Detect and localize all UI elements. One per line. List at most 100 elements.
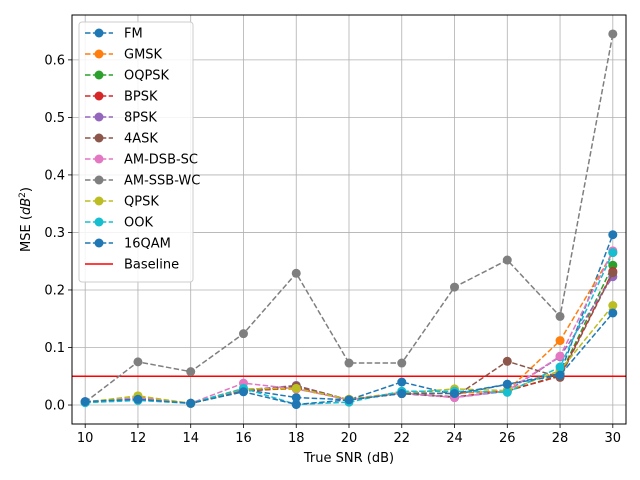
data-point: [80, 397, 90, 407]
legend-marker: [94, 70, 104, 80]
data-point: [397, 389, 407, 399]
legend-marker: [94, 28, 104, 38]
data-point: [608, 260, 618, 270]
data-point: [291, 399, 301, 409]
legend-label: Baseline: [124, 258, 179, 273]
x-tick-label: 26: [499, 431, 516, 446]
data-point: [238, 329, 248, 339]
legend-item: 8PSK: [85, 111, 157, 126]
legend-item: 16QAM: [85, 237, 171, 252]
data-point: [555, 362, 565, 372]
data-point: [344, 395, 354, 405]
data-point: [555, 370, 565, 380]
legend-label: OOK: [124, 216, 153, 231]
y-tick-label: 0.0: [44, 399, 65, 414]
data-point: [555, 336, 565, 346]
y-axis-ticks: 0.0 0.1 0.2 0.3 0.4 0.5 0.6: [44, 53, 72, 414]
legend-label: GMSK: [124, 48, 163, 63]
data-point: [608, 300, 618, 310]
legend-label: OQPSK: [124, 69, 170, 84]
legend-item: FM: [85, 27, 143, 42]
legend-marker: [94, 238, 104, 248]
legend-item: AM-SSB-WC: [85, 174, 200, 189]
data-point: [397, 358, 407, 368]
data-point: [186, 367, 196, 377]
data-point: [291, 383, 301, 393]
x-axis-ticks: 10 12 14 16 18 20 22 24 26 28 30: [77, 424, 621, 446]
x-axis-label: True SNR (dB): [303, 451, 394, 466]
data-point: [291, 268, 301, 278]
data-point: [608, 248, 618, 258]
data-point: [344, 358, 354, 368]
data-point: [608, 230, 618, 240]
x-tick-label: 14: [182, 431, 199, 446]
legend-item: AM-DSB-SC: [85, 153, 198, 168]
y-tick-label: 0.3: [44, 226, 65, 241]
series-16qam: [80, 308, 618, 409]
legend-label: 4ASK: [124, 132, 158, 147]
data-point: [450, 389, 460, 399]
y-tick-label: 0.1: [44, 341, 65, 356]
legend-item: BPSK: [85, 90, 158, 105]
legend-label: 8PSK: [124, 111, 157, 126]
x-tick-label: 22: [393, 431, 410, 446]
data-point: [502, 387, 512, 397]
data-point: [502, 379, 512, 389]
x-tick-label: 10: [77, 431, 94, 446]
legend-item: Baseline: [85, 258, 179, 273]
legend-marker: [94, 154, 104, 164]
series-line: [85, 312, 614, 406]
legend-marker: [94, 112, 104, 122]
legend-label: FM: [124, 27, 143, 42]
legend-marker: [94, 217, 104, 227]
data-point: [186, 398, 196, 408]
data-point: [133, 357, 143, 367]
y-tick-label: 0.4: [44, 168, 65, 183]
x-tick-label: 12: [130, 431, 147, 446]
legend-item: OOK: [85, 216, 153, 231]
y-axis-label-math: dB: [19, 198, 34, 215]
y-axis-label-prefix: MSE (: [19, 215, 34, 252]
legend-marker: [94, 196, 104, 206]
y-tick-label: 0.5: [44, 111, 65, 126]
legend-item: GMSK: [85, 48, 163, 63]
data-point: [608, 308, 618, 318]
x-tick-label: 16: [235, 431, 252, 446]
data-point: [291, 393, 301, 403]
legend-item: 4ASK: [85, 132, 158, 147]
x-tick-label: 24: [446, 431, 463, 446]
y-axis-label-sup: 2: [18, 192, 28, 198]
x-tick-label: 20: [341, 431, 358, 446]
data-point: [502, 356, 512, 366]
y-axis-label-suffix: ): [19, 187, 34, 192]
legend-label: BPSK: [124, 90, 158, 105]
legend-label: AM-SSB-WC: [124, 174, 200, 189]
data-point: [133, 394, 143, 404]
series-layer: [80, 29, 618, 409]
data-point: [450, 282, 460, 292]
y-tick-label: 0.2: [44, 283, 65, 298]
legend-marker: [94, 175, 104, 185]
legend-label: AM-DSB-SC: [124, 153, 198, 168]
x-tick-label: 18: [288, 431, 305, 446]
data-point: [397, 377, 407, 387]
x-tick-label: 28: [552, 431, 569, 446]
y-axis-label: MSE (dB2): [18, 187, 34, 252]
y-tick-label: 0.6: [44, 53, 65, 68]
legend-marker: [94, 49, 104, 59]
legend: FM GMSK OQPSK BPSK 8PSK 4ASK AM-DSB-SC AM-SSB-W…: [78, 21, 200, 283]
legend-box: [78, 21, 194, 283]
legend-marker: [94, 91, 104, 101]
x-tick-label: 30: [605, 431, 622, 446]
data-point: [555, 311, 565, 321]
legend-marker: [94, 133, 104, 143]
data-point: [502, 255, 512, 265]
legend-item: QPSK: [85, 195, 159, 210]
legend-label: 16QAM: [124, 237, 171, 252]
legend-item: OQPSK: [85, 69, 170, 84]
data-point: [608, 268, 618, 278]
data-point: [238, 387, 248, 397]
data-point: [608, 29, 618, 39]
legend-label: QPSK: [124, 195, 159, 210]
